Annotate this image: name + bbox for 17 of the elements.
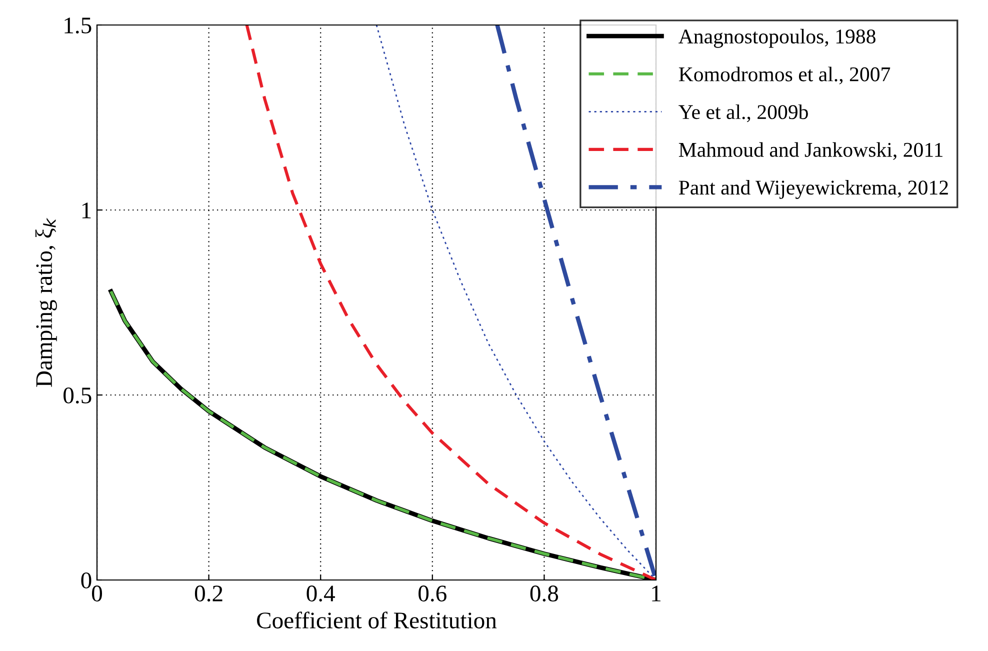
legend-label: Anagnostopoulos, 1988 — [678, 28, 876, 48]
legend-label: Ye et al., 2009b — [678, 104, 808, 122]
legend-label: Pant and Wijeyewickrema, 2012 — [678, 180, 948, 199]
y-tick-label: 0 — [81, 572, 92, 588]
x-tick-label: 1 — [652, 586, 660, 602]
y-tick-label: 1 — [82, 202, 91, 218]
x-tick-label: 0.2 — [194, 586, 222, 602]
x-tick-label: 0.4 — [306, 586, 335, 602]
x-tick-label: 0 — [92, 586, 102, 602]
x-tick-label: 0.8 — [530, 586, 558, 602]
x-axis-title: Coefficient of Restitution — [257, 612, 497, 628]
legend-label: Komodromos et al., 2007 — [678, 66, 890, 84]
y-tick-label: 0.5 — [64, 387, 92, 404]
x-tick-label: 0.6 — [418, 586, 446, 602]
y-axis-title: Damping ratio, ξ$_{k}$ — [35, 218, 57, 387]
legend-label: Mahmoud and Jankowski, 2011 — [678, 142, 942, 160]
y-tick-label: 1.5 — [64, 18, 92, 34]
